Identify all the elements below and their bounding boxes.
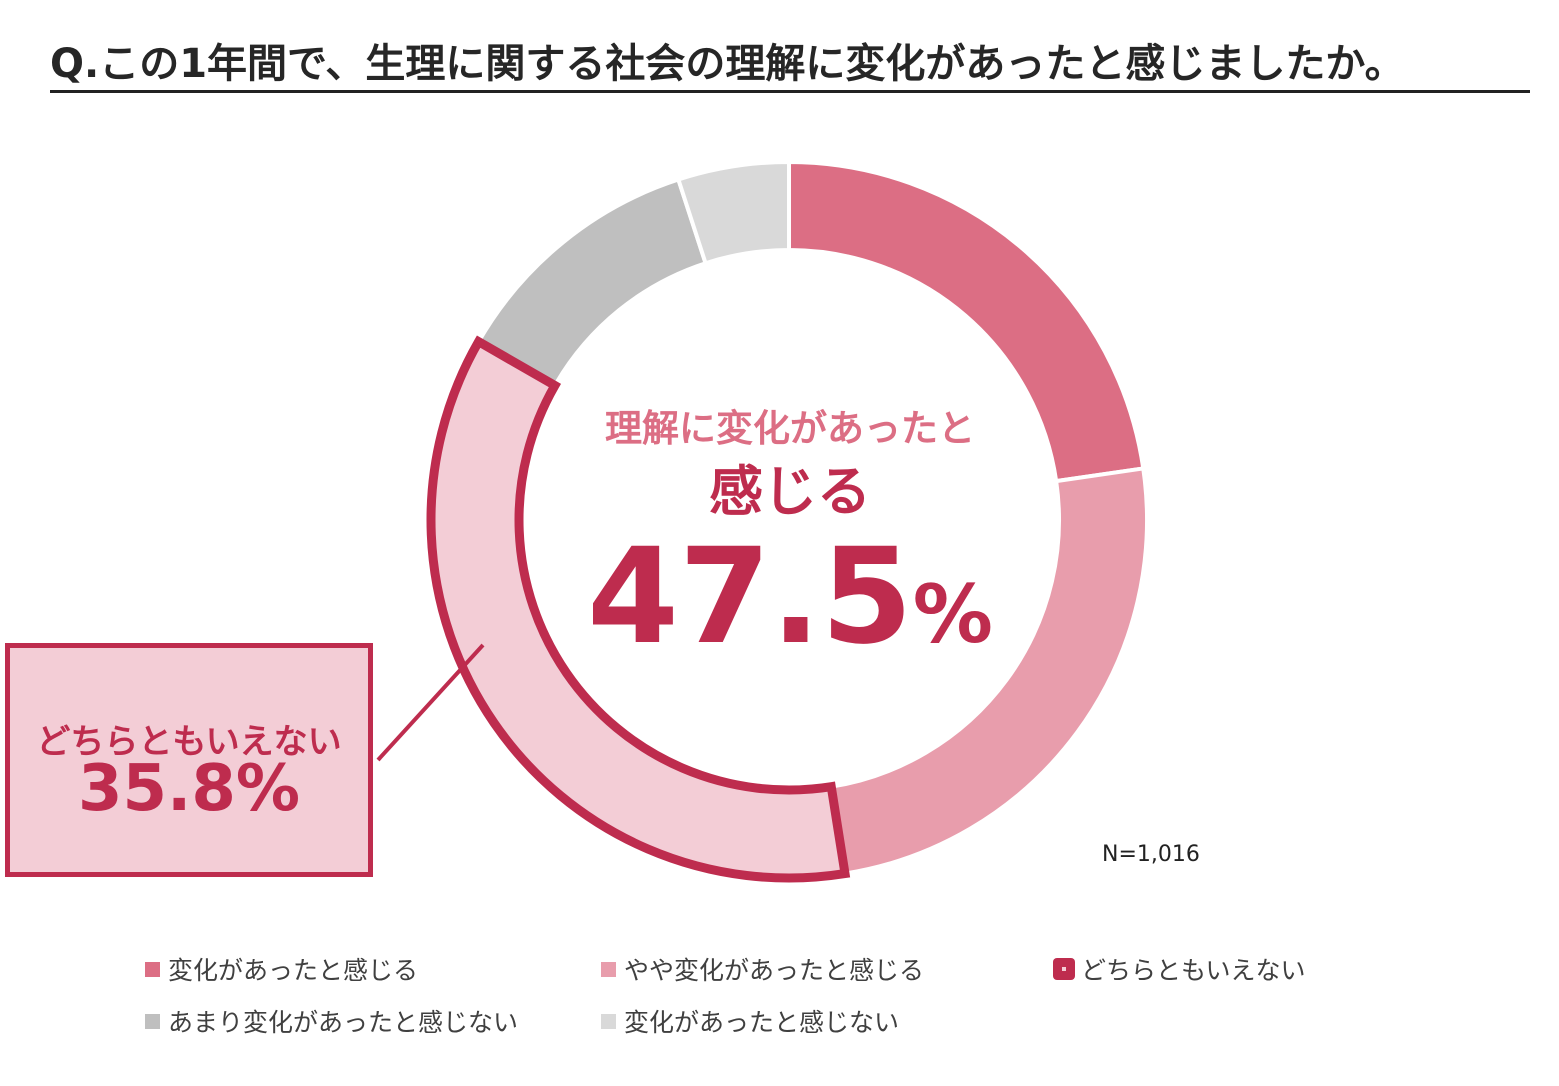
legend-label-1: 変化があったと感じる — [168, 956, 419, 985]
legend-swatch-1 — [145, 961, 160, 977]
donut-slice-2 — [828, 466, 1149, 876]
legend-label-5: 変化があったと感じない — [624, 1008, 900, 1037]
legend-label-3: どちらともいえない — [1081, 956, 1306, 985]
center-total-number: 47.5 — [587, 520, 913, 674]
sample-size: N=1,016 — [1102, 842, 1200, 867]
legend-swatch-5 — [601, 1013, 616, 1029]
legend-item-5: 変化があったと感じない — [601, 1004, 899, 1038]
legend-item-4: あまり変化があったと感じない — [145, 1004, 518, 1038]
legend-item-2: やや変化があったと感じる — [601, 952, 924, 986]
center-total-unit: % — [912, 568, 993, 661]
legend-label-2: やや変化があったと感じる — [624, 956, 925, 985]
center-label-line2: 感じる — [709, 460, 871, 523]
legend-item-1: 変化があったと感じる — [145, 952, 418, 986]
legend-label-4: あまり変化があったと感じない — [168, 1008, 519, 1037]
donut-slice-5 — [675, 159, 791, 266]
donut-slice-3 — [426, 335, 851, 883]
center-label-line1: 理解に変化があったと — [605, 407, 975, 450]
legend-swatch-2 — [601, 961, 616, 977]
center-total-value: 47.5% — [560, 520, 1020, 674]
legend-swatch-3 — [1053, 958, 1075, 980]
callout-label: どちらともいえない — [36, 722, 342, 762]
donut-slice-4 — [475, 177, 709, 389]
legend-item-3: どちらともいえない — [1053, 952, 1306, 986]
highlight-callout: どちらともいえない 35.8% — [5, 643, 373, 877]
callout-value: 35.8% — [77, 752, 301, 826]
callout-leader-line — [376, 643, 485, 762]
donut-slices — [426, 159, 1149, 883]
legend-swatch-4 — [145, 1013, 160, 1029]
chart-title: Q.この1年間で、生理に関する社会の理解に変化があったと感じましたか。 — [50, 38, 1530, 93]
